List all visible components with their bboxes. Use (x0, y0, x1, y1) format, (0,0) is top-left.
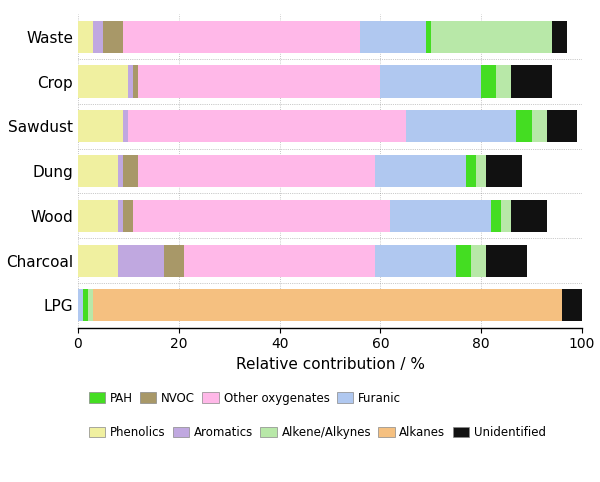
Bar (481, 66, 496, 98)
Bar (476, 155, 486, 187)
Bar (118, 200, 124, 232)
Bar (517, 110, 532, 143)
Bar (78, 244, 118, 277)
Bar (496, 66, 511, 98)
Bar (139, 66, 380, 98)
Bar (83, 289, 88, 321)
Bar (547, 110, 577, 143)
Bar (562, 289, 582, 321)
Bar (360, 21, 426, 53)
Bar (511, 66, 552, 98)
Bar (78, 21, 93, 53)
Bar (552, 21, 567, 53)
Bar (93, 21, 103, 53)
Bar (78, 110, 124, 143)
Bar (124, 21, 360, 53)
Bar (486, 244, 527, 277)
Bar (391, 200, 491, 232)
Bar (78, 155, 118, 187)
Bar (128, 66, 133, 98)
Bar (118, 155, 124, 187)
Legend: Phenolics, Aromatics, Alkene/Alkynes, Alkanes, Unidentified: Phenolics, Aromatics, Alkene/Alkynes, Al… (84, 421, 551, 444)
Bar (406, 110, 517, 143)
Bar (78, 66, 128, 98)
Bar (380, 66, 481, 98)
Bar (128, 110, 406, 143)
Bar (139, 155, 376, 187)
Bar (376, 244, 456, 277)
Bar (486, 155, 521, 187)
Bar (88, 289, 93, 321)
Bar (502, 200, 511, 232)
Bar (376, 155, 466, 187)
Bar (431, 21, 552, 53)
Bar (103, 21, 124, 53)
Bar (124, 155, 139, 187)
Bar (133, 66, 139, 98)
Bar (124, 200, 133, 232)
Bar (456, 244, 471, 277)
Bar (532, 110, 547, 143)
Bar (78, 200, 118, 232)
Bar (511, 200, 547, 232)
Bar (164, 244, 184, 277)
Bar (471, 244, 486, 277)
Bar (426, 21, 431, 53)
Bar (133, 200, 391, 232)
Bar (124, 110, 128, 143)
Bar (466, 155, 476, 187)
Bar (93, 289, 562, 321)
Bar (184, 244, 376, 277)
X-axis label: Relative contribution / %: Relative contribution / % (235, 357, 425, 372)
Bar (118, 244, 164, 277)
Bar (491, 200, 502, 232)
Bar (78, 289, 83, 321)
